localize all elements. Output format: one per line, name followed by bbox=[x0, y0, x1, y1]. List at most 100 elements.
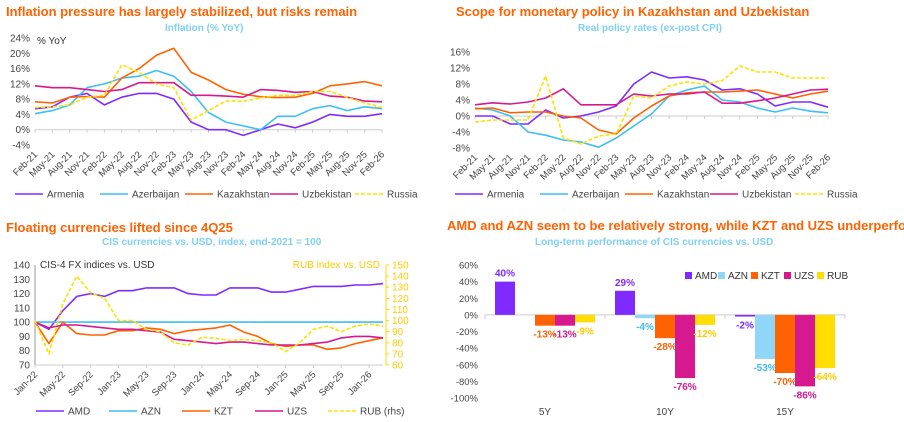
x-tick-label: Jan-22 bbox=[12, 369, 40, 397]
y-tick-label: 16% bbox=[450, 48, 470, 59]
x-tick-label: Jan-24 bbox=[179, 369, 207, 397]
y-tick-label: 12% bbox=[450, 64, 470, 75]
y-tick-label: 90 bbox=[19, 332, 31, 343]
legend-label: AMD bbox=[68, 407, 90, 418]
legend-label: Azerbaijan bbox=[572, 190, 619, 201]
legend-label: AMD bbox=[695, 271, 717, 282]
x-tick-label: May-25 bbox=[288, 369, 318, 399]
series-line-russia bbox=[474, 65, 828, 145]
y-tick-label: 20% bbox=[10, 49, 30, 60]
x-tick-label: Jan-23 bbox=[95, 369, 123, 397]
legend-label: Uzbekistan bbox=[742, 190, 791, 201]
legend-swatch bbox=[751, 272, 758, 279]
bar-amd bbox=[615, 290, 635, 315]
chart-long-term-performance: AMD and AZN seem to be relatively strong… bbox=[447, 200, 904, 419]
chart-title: Inflation pressure has largely stabilize… bbox=[6, 4, 358, 19]
series-line-amd bbox=[34, 282, 384, 331]
y-tick-label: 8% bbox=[456, 80, 471, 91]
y-tick-label: 130 bbox=[13, 275, 30, 286]
right-y-tick-label: 130 bbox=[392, 283, 409, 294]
bar-rub bbox=[695, 314, 715, 325]
legend-swatch bbox=[784, 272, 791, 279]
y-tick-label: 12% bbox=[10, 79, 30, 90]
x-tick-label: Sep-25 bbox=[317, 369, 346, 398]
category-label: 10Y bbox=[656, 407, 674, 418]
y-tick-label: -100% bbox=[451, 394, 479, 405]
series-line-azerbaijan bbox=[34, 69, 383, 131]
y-tick-label: -4% bbox=[12, 141, 30, 152]
bar-uzs bbox=[795, 314, 815, 387]
series-line-kazakhstan bbox=[34, 47, 383, 104]
y-tick-label: 0% bbox=[16, 125, 31, 136]
data-label: -9% bbox=[576, 326, 594, 337]
legend-label: RUB bbox=[827, 271, 848, 282]
bar-amd bbox=[495, 281, 515, 315]
x-tick-label: Jan-25 bbox=[262, 369, 290, 397]
bar-kzt bbox=[655, 314, 675, 339]
legend-label: Russia bbox=[387, 190, 418, 201]
right-y-tick-label: 60 bbox=[392, 361, 404, 372]
bar-kzt bbox=[775, 314, 795, 374]
data-label: -13% bbox=[533, 330, 556, 341]
y-tick-label: 24% bbox=[10, 34, 30, 45]
y-tick-label: -80% bbox=[456, 377, 479, 388]
bar-azn bbox=[755, 314, 775, 359]
bar-kzt bbox=[535, 314, 555, 326]
legend-label: Armenia bbox=[47, 190, 85, 201]
series-line-russia bbox=[34, 64, 383, 121]
data-label: -70% bbox=[773, 377, 796, 388]
bar-amd bbox=[735, 314, 755, 317]
legend-label: Kazakhstan bbox=[217, 190, 269, 201]
chart-title: Scope for monetary policy in Kazakhstan … bbox=[456, 4, 810, 19]
bar-rub bbox=[575, 314, 595, 323]
series-line-uzbekistan bbox=[34, 81, 383, 103]
data-label: -64% bbox=[813, 372, 836, 383]
y-tick-label: -4% bbox=[452, 128, 470, 139]
x-tick-label: Sep-24 bbox=[233, 369, 262, 398]
series-line-azerbaijan bbox=[474, 85, 829, 148]
y-tick-label: 60% bbox=[459, 261, 479, 272]
data-label: -4% bbox=[636, 322, 654, 333]
data-label: -13% bbox=[553, 330, 576, 341]
series-line-uzs bbox=[34, 321, 384, 346]
x-tick-label: May-23 bbox=[121, 369, 151, 399]
y-tick-label: 0% bbox=[456, 112, 471, 123]
chart-inflation: Inflation pressure has largely stabilize… bbox=[0, 0, 452, 211]
data-label: -2% bbox=[736, 321, 754, 332]
legend-swatch bbox=[718, 272, 725, 279]
chart-subtitle: Inflation (% YoY) bbox=[165, 23, 244, 34]
y-tick-label: -40% bbox=[456, 344, 479, 355]
x-tick-label: Sep-22 bbox=[66, 369, 95, 398]
legend-label: Kazakhstan bbox=[657, 190, 709, 201]
y-tick-label: 70 bbox=[19, 361, 31, 372]
y-tick-label: 4% bbox=[16, 110, 31, 121]
y-tick-label: 100 bbox=[13, 318, 30, 329]
chart-subtitle: CIS currencies vs. USD, index, end-2021 … bbox=[102, 237, 322, 248]
data-label: -76% bbox=[673, 382, 696, 393]
legend-label: Azerbaijan bbox=[132, 190, 179, 201]
legend-label: AZN bbox=[141, 407, 161, 418]
y-tick-label: 8% bbox=[16, 95, 31, 106]
legend-label: Uzbekistan bbox=[302, 190, 351, 201]
legend-label: KZT bbox=[214, 407, 233, 418]
chart-title: AMD and AZN seem to be relatively strong… bbox=[447, 218, 904, 233]
y-tick-label: -60% bbox=[456, 360, 479, 371]
series-line-uzbekistan bbox=[474, 88, 829, 106]
legend-label: UZS bbox=[287, 407, 307, 418]
y-tick-label: 0% bbox=[464, 310, 478, 321]
y-tick-label: 140 bbox=[13, 261, 30, 272]
right-y-tick-label: 80 bbox=[392, 338, 404, 349]
legend-label: Russia bbox=[827, 190, 858, 201]
y-tick-label: 20% bbox=[459, 294, 479, 305]
series-line-armenia bbox=[475, 71, 829, 125]
bar-uzs bbox=[555, 314, 575, 326]
right-y-tick-label: 140 bbox=[392, 272, 409, 283]
x-tick-label: May-22 bbox=[38, 369, 68, 399]
left-axis-label: CIS-4 FX indices vs. USD bbox=[40, 260, 154, 271]
x-tick-label: Jan-26 bbox=[346, 369, 374, 397]
legend-swatch bbox=[817, 272, 824, 279]
performance-bar-chart: -100% -80% -60% -40% -20% 0% 20% 40% 60% 5Y 40% -13… bbox=[451, 261, 849, 419]
y-tick-label: 40% bbox=[459, 277, 479, 288]
right-y-tick-label: 120 bbox=[392, 294, 409, 305]
